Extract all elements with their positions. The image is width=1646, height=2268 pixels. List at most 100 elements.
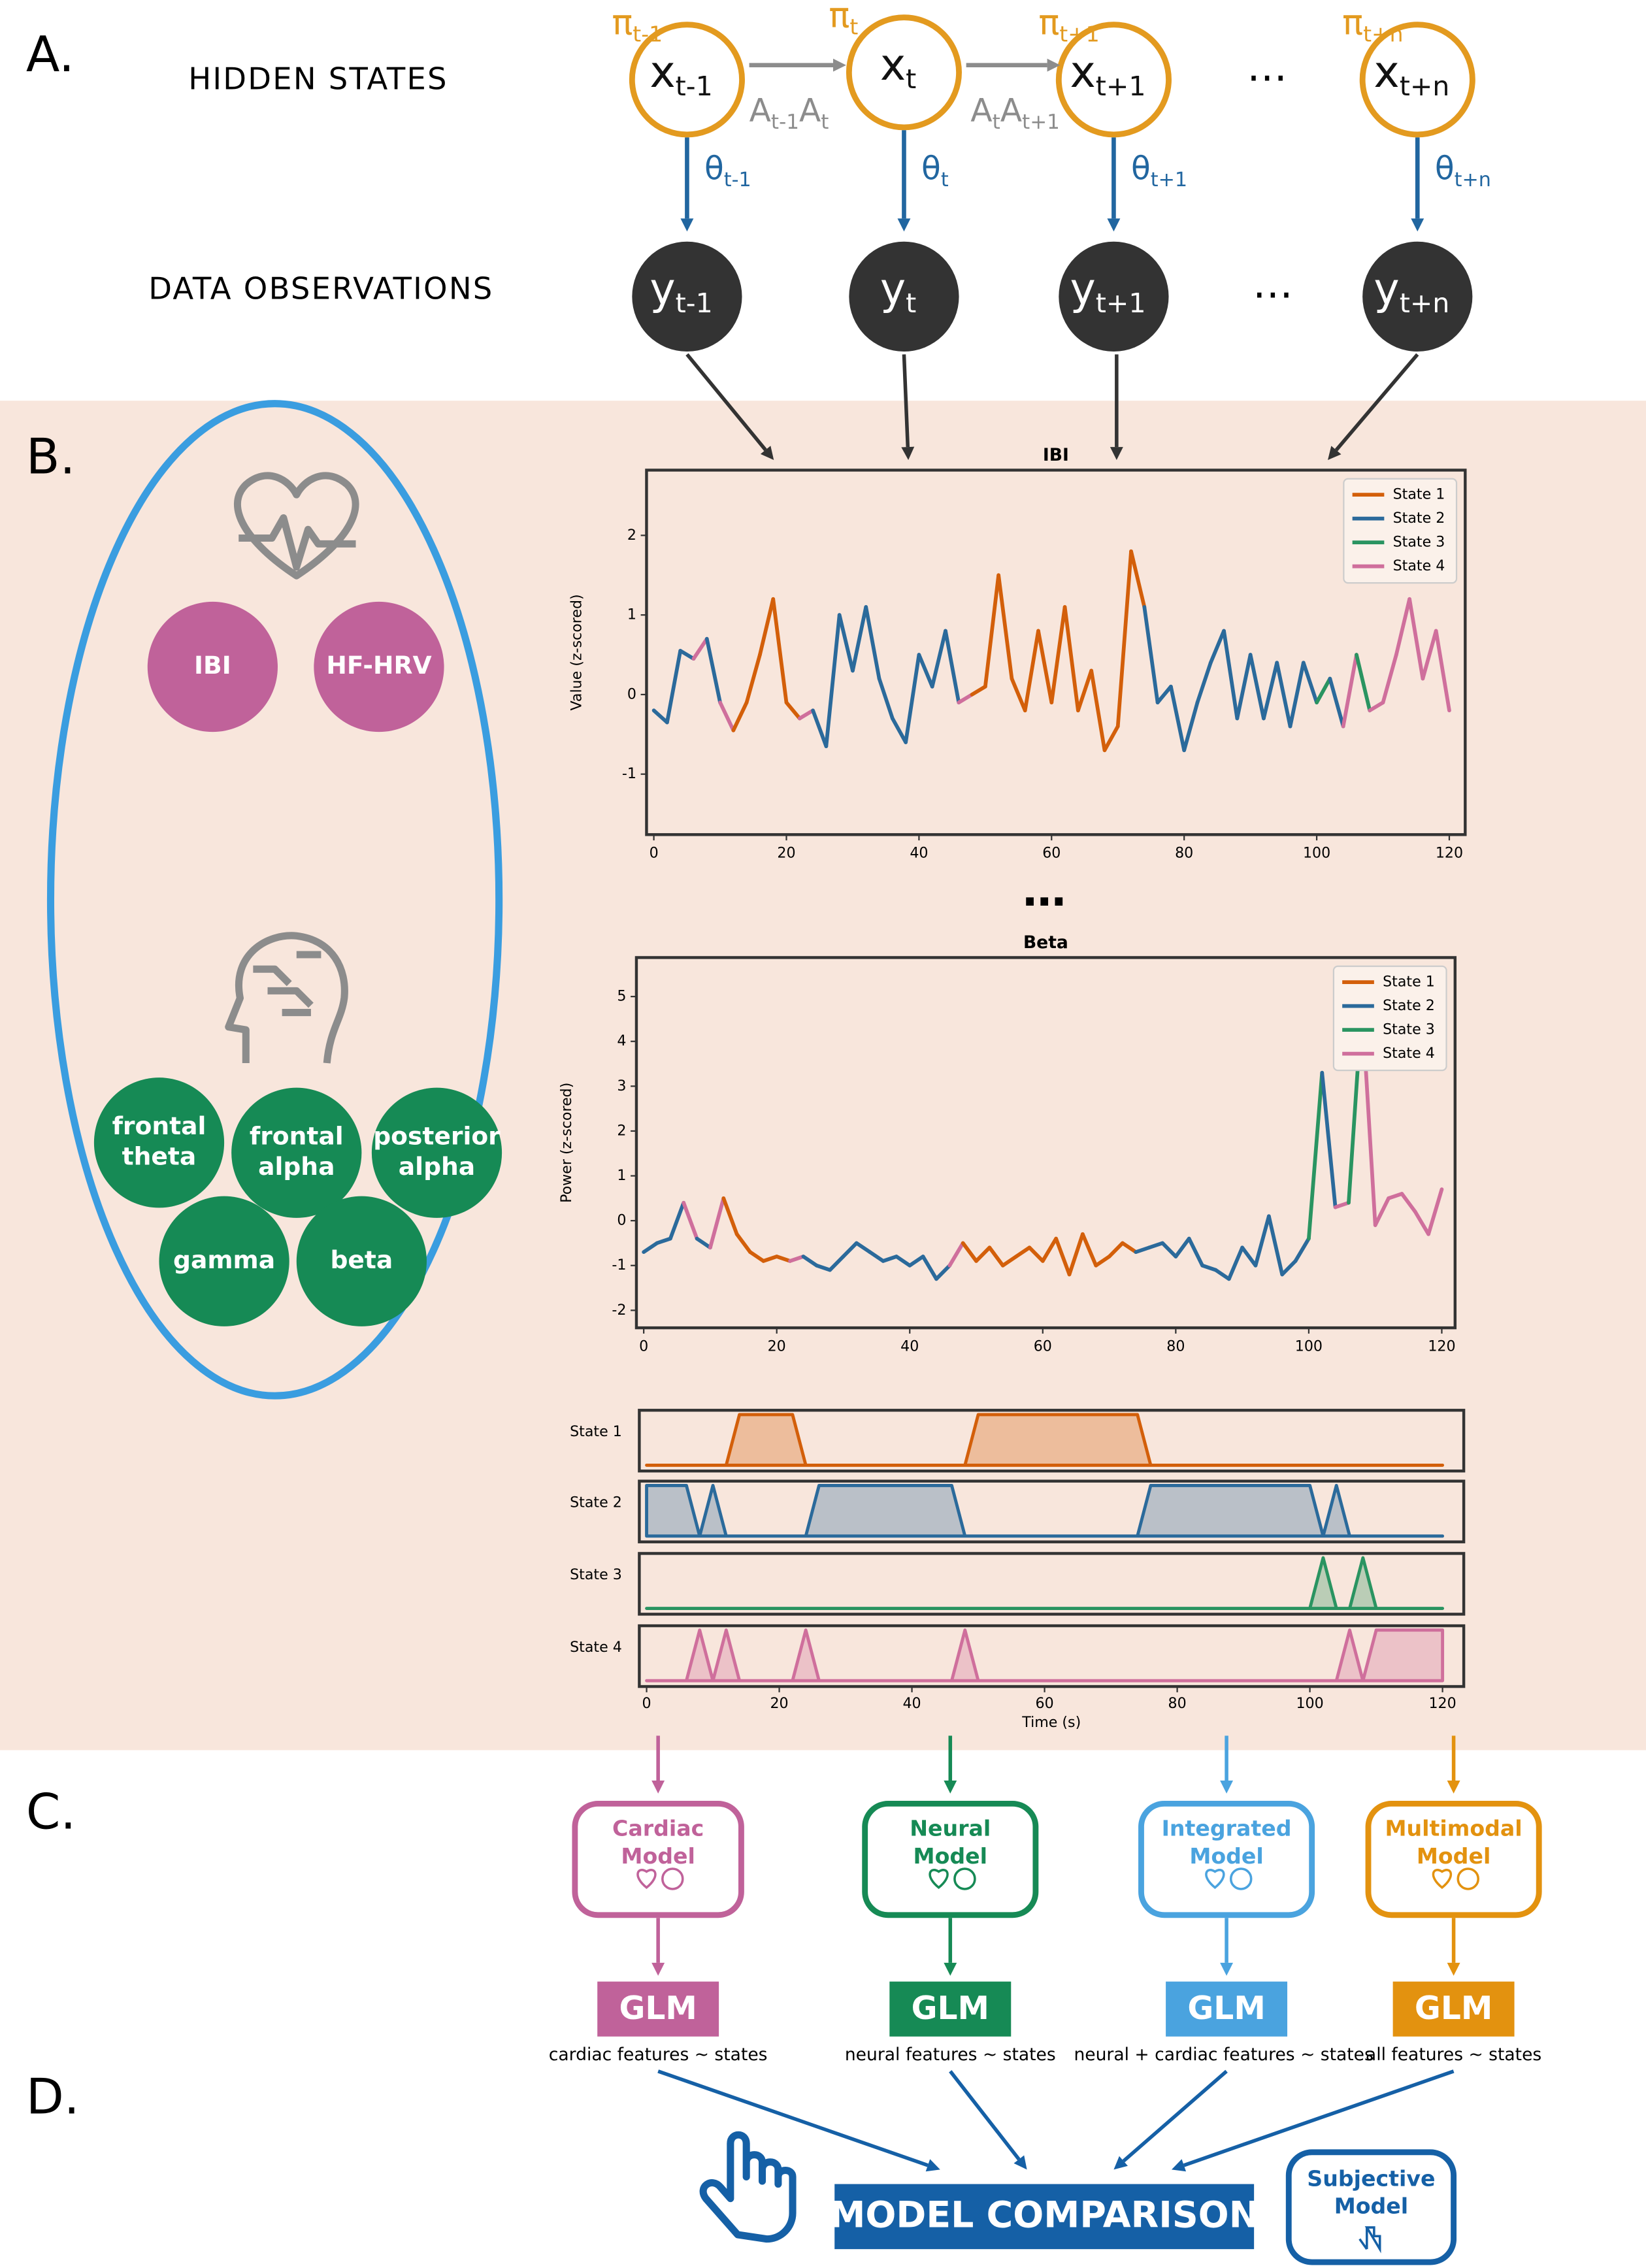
glm-box bbox=[597, 1981, 719, 2037]
line-segment bbox=[854, 1241, 872, 1255]
line-segment bbox=[851, 605, 868, 673]
model-icon bbox=[953, 1867, 976, 1890]
x-tick-label: 120 bbox=[1428, 1695, 1456, 1712]
y-axis-label: Power (z-scored) bbox=[558, 1083, 575, 1203]
neural-feature-node bbox=[371, 1087, 502, 1218]
arrow-head bbox=[1110, 447, 1123, 460]
line-segment bbox=[1320, 1070, 1338, 1209]
x-axis-label: Time (s) bbox=[1021, 1714, 1081, 1731]
transition-b-sub: t+1 bbox=[1022, 110, 1060, 134]
state-occupancy bbox=[645, 1556, 1445, 1610]
x-tick-label: 0 bbox=[642, 1695, 651, 1712]
arrow-head bbox=[1171, 2159, 1187, 2172]
x-tick-label: 100 bbox=[1295, 1338, 1323, 1355]
line-segment bbox=[974, 1245, 992, 1263]
glm-label: GLM bbox=[619, 1990, 697, 2027]
line-segment bbox=[814, 1263, 832, 1272]
line-segment bbox=[1010, 676, 1027, 713]
state-occupancy bbox=[645, 1483, 1445, 1538]
prior-label-main: π bbox=[1342, 2, 1363, 42]
glm-label: GLM bbox=[1415, 1990, 1492, 2027]
arrow-head bbox=[651, 1780, 665, 1794]
model-box bbox=[572, 1800, 744, 1918]
plot-frame bbox=[634, 956, 1457, 1330]
x-tick-label: 0 bbox=[639, 1338, 648, 1355]
line-segment bbox=[1222, 629, 1240, 721]
heart-icon bbox=[233, 472, 359, 580]
prior-label-main: π bbox=[612, 2, 633, 42]
subjective-label: Model bbox=[1334, 2193, 1408, 2218]
line-segment bbox=[721, 1196, 739, 1236]
line-segment bbox=[1235, 653, 1253, 721]
arrow-head bbox=[1047, 58, 1061, 72]
model-name: Neural bbox=[910, 1816, 991, 1841]
line-segment bbox=[1333, 1200, 1351, 1209]
line-segment bbox=[1121, 1241, 1138, 1255]
line-segment bbox=[1248, 653, 1266, 721]
neural-feature-label: frontal bbox=[250, 1122, 344, 1151]
line-segment bbox=[1080, 1232, 1098, 1268]
y-tick-label: 2 bbox=[617, 1122, 626, 1139]
x-tick-label: 100 bbox=[1303, 845, 1330, 862]
line-segment bbox=[1253, 1214, 1271, 1268]
line-segment bbox=[1240, 1245, 1258, 1268]
line-segment bbox=[744, 653, 762, 705]
observation: yt+1 bbox=[1070, 263, 1146, 319]
line-segment bbox=[695, 1236, 712, 1250]
hidden-state: xt+1 bbox=[1070, 46, 1146, 102]
line-segment bbox=[1187, 1236, 1204, 1268]
arrow bbox=[685, 353, 767, 452]
model-icon bbox=[929, 1869, 949, 1890]
line-segment bbox=[1413, 1209, 1430, 1236]
line-segment bbox=[811, 708, 829, 748]
arrow bbox=[1183, 2069, 1455, 2167]
observation-sub: t bbox=[906, 288, 916, 319]
cardiac-feature-label: IBI bbox=[194, 651, 231, 680]
line-segment bbox=[1213, 1268, 1231, 1281]
line-segment bbox=[824, 613, 842, 748]
model-box bbox=[862, 1800, 1039, 1918]
line-segment bbox=[761, 1255, 779, 1263]
line-segment bbox=[864, 605, 881, 681]
x-tick-label: 60 bbox=[1034, 1338, 1052, 1355]
line-segment bbox=[1040, 1236, 1059, 1263]
row-label: State 1 bbox=[570, 1423, 622, 1440]
line-segment bbox=[921, 1255, 938, 1281]
line-segment bbox=[678, 649, 696, 661]
panel-b-background bbox=[0, 401, 1646, 1750]
legend-label: State 4 bbox=[1393, 557, 1445, 574]
arrow-head bbox=[1411, 218, 1424, 232]
emission-label: θt-1 bbox=[704, 150, 751, 191]
observation-main: y bbox=[880, 263, 906, 314]
glm-caption: cardiac features ~ states bbox=[549, 2045, 768, 2065]
hidden-state-sub: t bbox=[906, 63, 916, 95]
model-icon bbox=[661, 1867, 684, 1890]
glm-caption: all features ~ states bbox=[1366, 2045, 1541, 2065]
transition-b: A bbox=[799, 93, 821, 129]
model-name: Integrated bbox=[1162, 1816, 1292, 1841]
line-segment bbox=[1195, 661, 1213, 705]
arrow-head bbox=[680, 218, 694, 232]
emission-label: θt bbox=[921, 150, 949, 191]
line-segment bbox=[1076, 668, 1094, 713]
y-tick-label: -2 bbox=[612, 1302, 626, 1319]
neural-feature-label: alpha bbox=[258, 1152, 335, 1181]
arrow-head bbox=[897, 218, 911, 232]
panel-label: A. bbox=[26, 25, 74, 83]
y-tick-label: 1 bbox=[627, 606, 636, 623]
row-frame bbox=[638, 1479, 1466, 1543]
line-segment bbox=[784, 700, 802, 721]
neural-feature-label: posterior bbox=[373, 1122, 501, 1151]
arrow-head bbox=[1220, 1962, 1234, 1976]
x-tick-label: 40 bbox=[910, 845, 928, 862]
x-tick-label: 0 bbox=[650, 845, 659, 862]
line-segment bbox=[1328, 676, 1345, 729]
hidden-state-sub: t+1 bbox=[1096, 71, 1146, 102]
line-segment bbox=[801, 1255, 819, 1268]
line-segment bbox=[668, 1200, 686, 1241]
legend-label: State 3 bbox=[1393, 534, 1445, 551]
y-tick-label: 4 bbox=[617, 1032, 626, 1049]
line-segment bbox=[1169, 684, 1187, 753]
line-segment bbox=[718, 700, 736, 732]
observation: yt+n bbox=[1374, 263, 1449, 319]
